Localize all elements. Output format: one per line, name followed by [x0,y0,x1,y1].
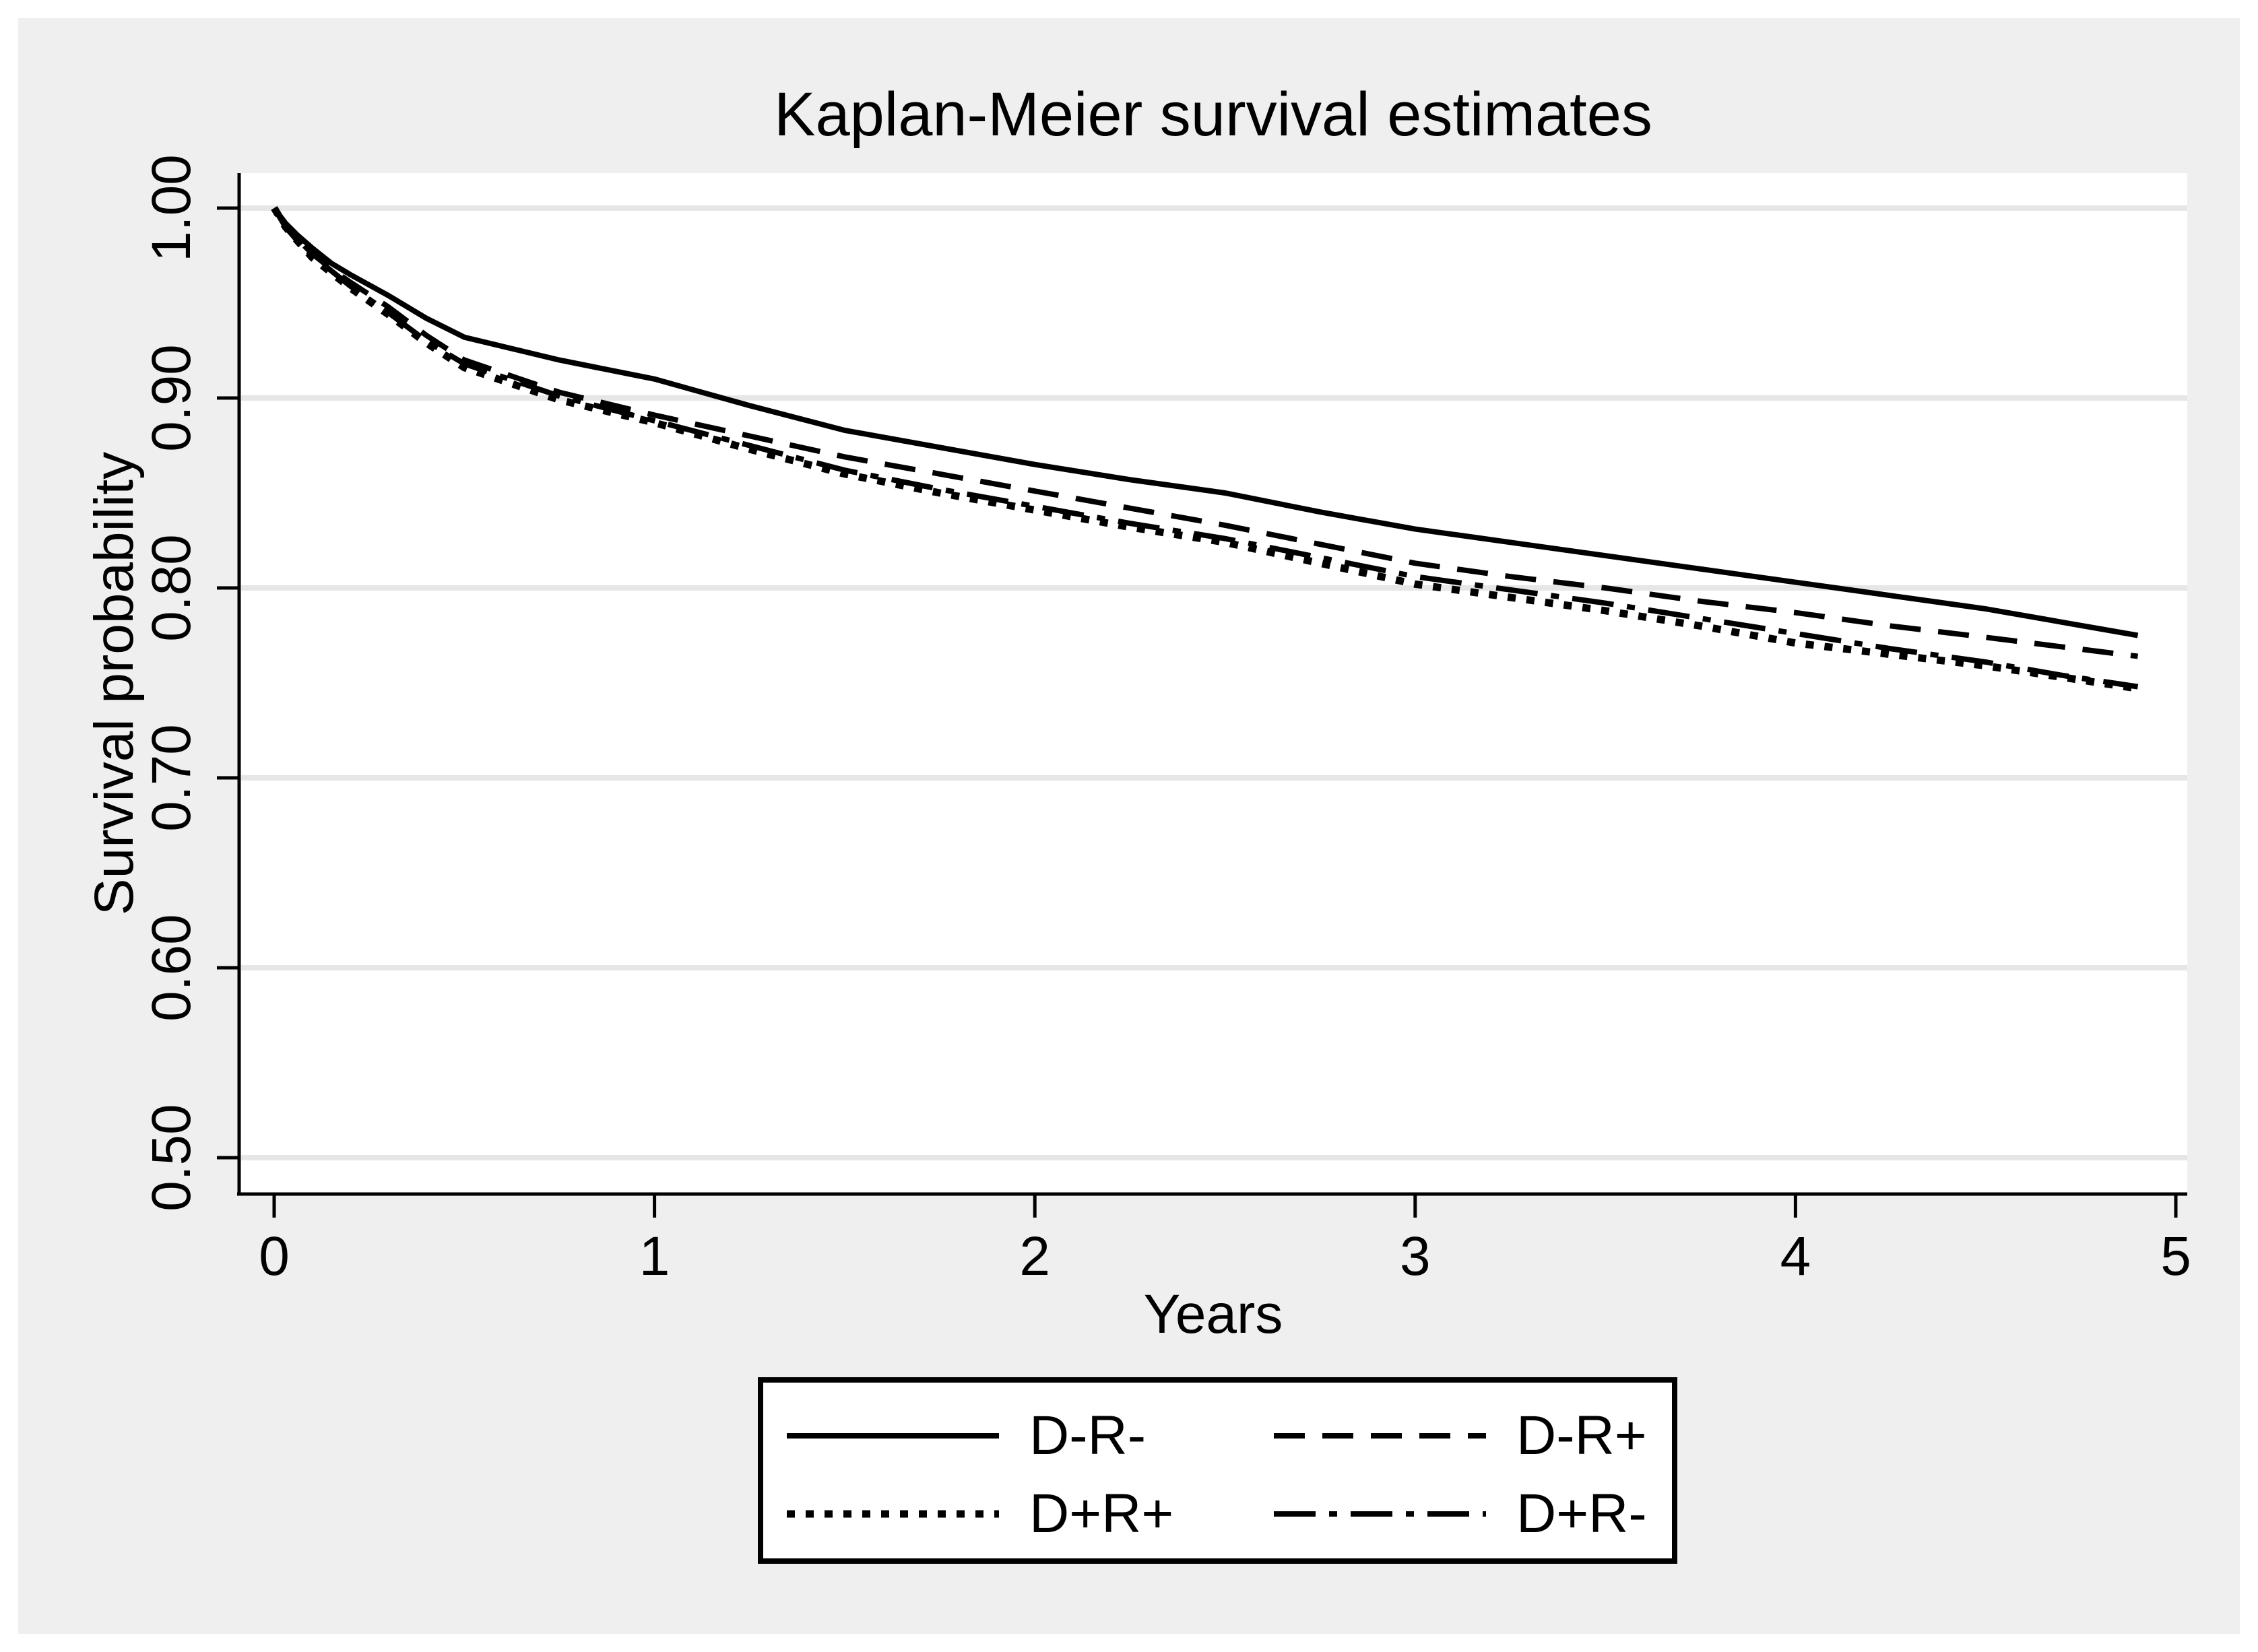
tick-marks [217,206,2178,1218]
survival-curve-D-R+ [271,206,2139,659]
survival-curve-D+R- [271,206,2139,690]
gridlines [241,205,2187,1160]
plot-area [239,173,2187,1194]
axes [237,173,2187,1196]
survival-curve-D-R- [271,206,2139,638]
survival-curves [271,206,2139,692]
